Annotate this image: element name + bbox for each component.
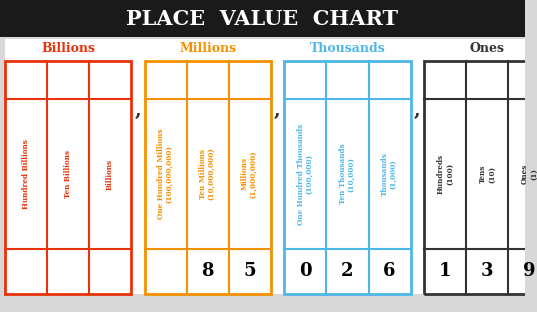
FancyBboxPatch shape bbox=[0, 0, 525, 37]
Text: Hundreds
(100): Hundreds (100) bbox=[437, 154, 454, 194]
Text: 0: 0 bbox=[299, 262, 312, 280]
Text: One Hundred Thousands
(100,000): One Hundred Thousands (100,000) bbox=[297, 124, 314, 225]
Text: Ones: Ones bbox=[470, 41, 505, 55]
Text: ,: , bbox=[274, 102, 281, 120]
Text: 9: 9 bbox=[523, 262, 535, 280]
Text: 3: 3 bbox=[481, 262, 494, 280]
Text: Millions
(1,000,000): Millions (1,000,000) bbox=[241, 150, 258, 198]
Text: Hundred Billions: Hundred Billions bbox=[22, 139, 30, 209]
Text: Billions: Billions bbox=[106, 158, 114, 190]
Text: Ten Thousands
(10,000): Ten Thousands (10,000) bbox=[339, 144, 356, 204]
Text: Billions: Billions bbox=[41, 41, 95, 55]
Text: Ten Billions: Ten Billions bbox=[64, 150, 72, 198]
Text: 2: 2 bbox=[341, 262, 354, 280]
Text: 6: 6 bbox=[383, 262, 396, 280]
Text: ,: , bbox=[134, 102, 141, 120]
FancyBboxPatch shape bbox=[5, 39, 537, 294]
Text: 5: 5 bbox=[243, 262, 256, 280]
Text: Millions: Millions bbox=[179, 41, 236, 55]
Text: One Hundred Millions
(100,000,000): One Hundred Millions (100,000,000) bbox=[157, 129, 175, 219]
Text: 1: 1 bbox=[439, 262, 452, 280]
Text: Tens
(10): Tens (10) bbox=[478, 165, 496, 183]
Text: Ones
(1): Ones (1) bbox=[521, 164, 537, 184]
Text: ,: , bbox=[414, 102, 421, 120]
Text: Thousands: Thousands bbox=[310, 41, 386, 55]
Text: Thousands
(1,000): Thousands (1,000) bbox=[381, 152, 398, 196]
Text: 8: 8 bbox=[201, 262, 214, 280]
Text: Ten Millions
(10,000,000): Ten Millions (10,000,000) bbox=[199, 148, 216, 200]
Text: PLACE  VALUE  CHART: PLACE VALUE CHART bbox=[126, 9, 398, 29]
